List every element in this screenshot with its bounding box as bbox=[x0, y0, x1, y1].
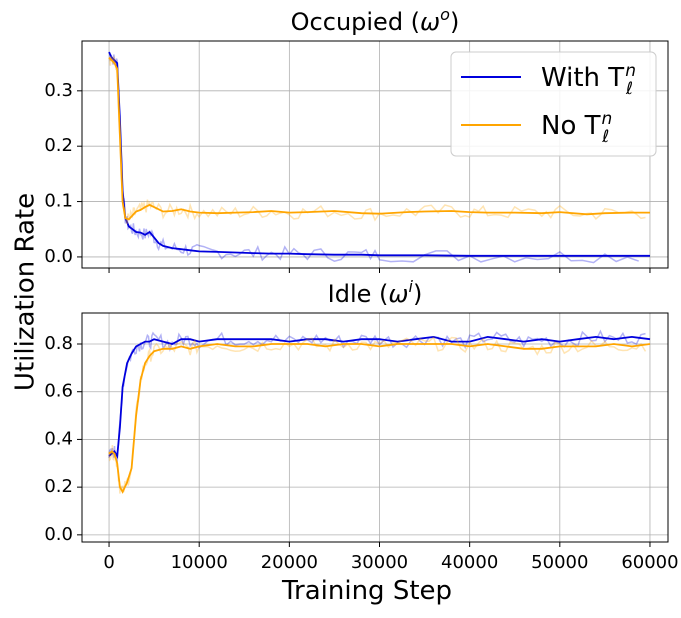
occupied-title: Occupied (ωo) bbox=[291, 5, 460, 36]
idle-series bbox=[108, 329, 651, 494]
occupied-series-line-without bbox=[108, 56, 650, 221]
idle-grid bbox=[82, 313, 668, 542]
y-axis-label: Utilization Rate bbox=[11, 193, 41, 391]
idle-x-tick-label: 50000 bbox=[531, 552, 588, 573]
occupied-panel: Occupied (ωo) 0.0 0.1 0.2 0.3 With Tn ℓ No T… bbox=[44, 5, 669, 273]
idle-ticks: 0 10000 20000 30000 40000 50000 60000 0.0 0.2 0.4… bbox=[44, 333, 678, 573]
occupied-y-tick-label: 0.0 bbox=[44, 246, 73, 267]
legend: With Tn ℓ No Tn ℓ bbox=[450, 51, 657, 157]
idle-series-line-without bbox=[108, 343, 651, 494]
idle-y-tick-label: 0.4 bbox=[44, 428, 73, 449]
idle-y-tick-label: 0.6 bbox=[44, 381, 73, 402]
idle-title: Idle (ωi) bbox=[328, 277, 423, 308]
idle-y-tick-label: 0.8 bbox=[44, 333, 73, 354]
idle-x-tick-label: 20000 bbox=[261, 552, 318, 573]
idle-x-tick-label: 0 bbox=[103, 552, 114, 573]
occupied-raw-line-without bbox=[108, 56, 646, 225]
legend-without-label: No Tn ℓ bbox=[541, 109, 612, 147]
idle-y-tick-label: 0.2 bbox=[44, 476, 73, 497]
occupied-y-tick-label: 0.3 bbox=[44, 80, 73, 101]
idle-x-tick-label: 30000 bbox=[351, 552, 408, 573]
x-axis-label: Training Step bbox=[281, 576, 452, 606]
legend-with-label: With Tn ℓ bbox=[541, 61, 636, 99]
occupied-frame bbox=[81, 40, 669, 269]
idle-x-tick-label: 40000 bbox=[441, 552, 498, 573]
idle-x-tick-label: 60000 bbox=[621, 552, 678, 573]
occupied-series bbox=[108, 51, 650, 264]
idle-y-tick-label: 0.0 bbox=[44, 524, 73, 545]
occupied-ticks: 0.0 0.1 0.2 0.3 bbox=[44, 80, 651, 273]
occupied-y-tick-label: 0.2 bbox=[44, 135, 73, 156]
idle-series-line-with bbox=[108, 335, 651, 460]
idle-frame bbox=[81, 312, 669, 543]
occupied-y-tick-label: 0.1 bbox=[44, 191, 73, 212]
idle-panel: Idle (ωi) 0 10000 20000 30000 40000 50000 6000… bbox=[44, 277, 678, 573]
idle-x-tick-label: 10000 bbox=[171, 552, 228, 573]
idle-raw-line-without bbox=[108, 336, 647, 494]
